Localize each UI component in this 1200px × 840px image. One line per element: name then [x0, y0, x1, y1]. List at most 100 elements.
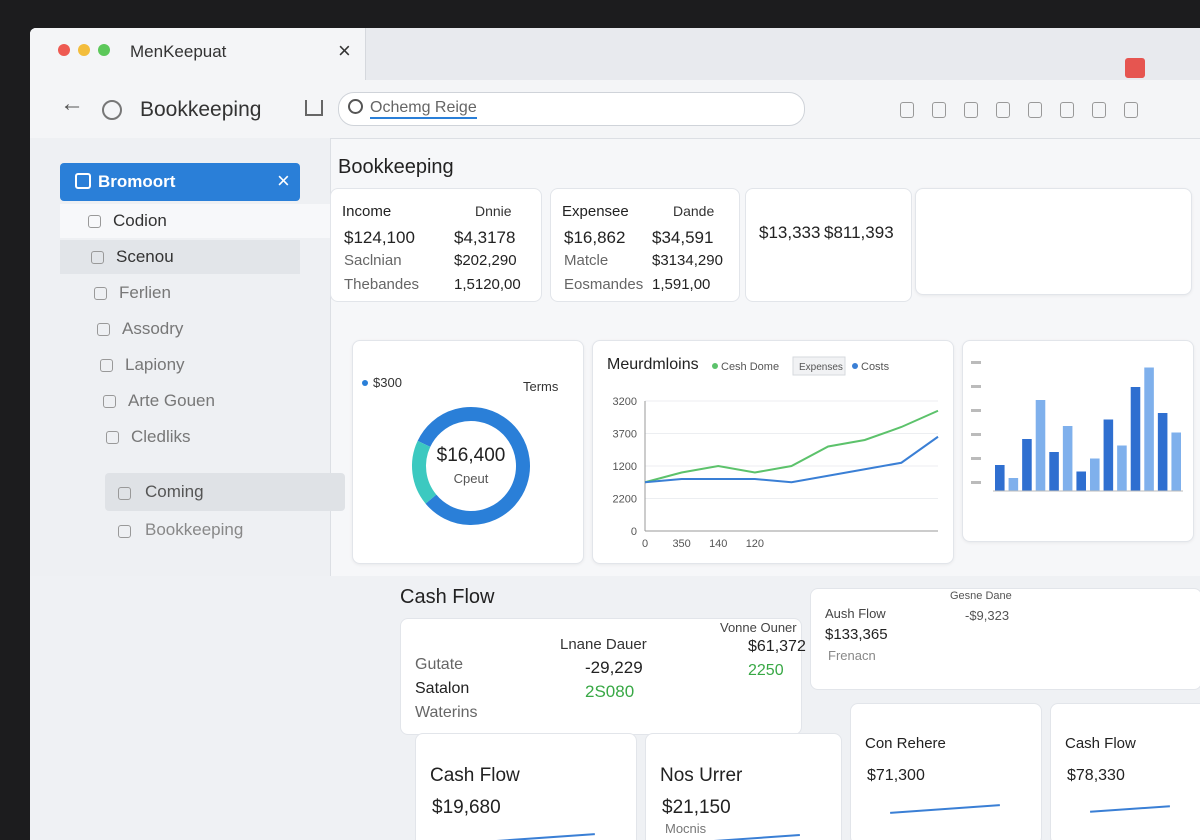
toolbar-icon[interactable] — [1028, 102, 1042, 118]
toolbar-icon[interactable] — [900, 102, 914, 118]
y-tick-label: 3200 — [613, 396, 637, 408]
sidebar-icon — [88, 215, 101, 228]
sidebar-item: Arte Gouen — [128, 391, 215, 410]
back-button[interactable]: ← — [60, 90, 84, 117]
main-title: Bookkeeping — [338, 156, 454, 178]
maximize-dot[interactable] — [98, 44, 110, 56]
card-cell: Eosmandes — [564, 276, 644, 293]
sidebar-item: Codion — [113, 211, 167, 230]
tab-close[interactable]: × — [338, 38, 351, 63]
small-card-value: $71,300 — [867, 767, 925, 784]
summary-card — [550, 188, 740, 302]
small-card — [415, 733, 637, 840]
bar — [1130, 387, 1141, 491]
card-cell: 1,591,00 — [652, 276, 711, 293]
side-card-right-title: Gesne Dane — [950, 590, 1012, 602]
browser-window: MenKeepuat × ← Bookkeeping Ochemg Reige … — [30, 28, 1200, 840]
bar-chart — [971, 361, 1183, 492]
reload-button[interactable] — [102, 100, 122, 120]
sidebar-item-bg[interactable] — [60, 240, 300, 274]
bar — [1035, 400, 1046, 491]
axis-placeholder — [971, 457, 981, 460]
share-button[interactable] — [305, 100, 323, 116]
search-box[interactable] — [338, 92, 805, 126]
card-cell: Matcle — [564, 252, 609, 269]
minimize-dot[interactable] — [78, 44, 90, 56]
close-dot[interactable] — [58, 44, 70, 56]
card-right-title: Dnnie — [475, 203, 512, 219]
cash-row-label: Waterins — [415, 704, 478, 721]
bar — [1171, 432, 1181, 491]
filter-label: Expenses — [799, 362, 843, 373]
sidebar-icon — [118, 487, 131, 500]
toolbar-icon[interactable] — [1060, 102, 1074, 118]
bar-chart-card — [962, 340, 1194, 542]
summary-card-blurred — [915, 188, 1192, 295]
group-highlight — [105, 473, 345, 511]
x-tick-label: 120 — [746, 538, 764, 550]
y-tick-label: 2200 — [613, 494, 637, 506]
cash-col-title: Lnane Dauer — [560, 636, 647, 653]
active-item-close[interactable]: × — [277, 168, 290, 193]
axis-placeholder — [971, 433, 981, 436]
card-cell: $124,100 — [344, 228, 415, 247]
card-title: Income — [342, 203, 392, 220]
search-placeholder: Ochemg Reige — [370, 99, 477, 119]
tab-title: MenKeepuat — [130, 42, 227, 61]
sidebar-group-item[interactable]: Coming — [145, 482, 204, 501]
toolbar-icon[interactable] — [964, 102, 978, 118]
bar — [1008, 478, 1019, 491]
card-cell: $34,591 — [652, 228, 714, 247]
window-close[interactable] — [1125, 58, 1145, 78]
sidebar-icon — [118, 525, 131, 538]
axis-placeholder — [971, 409, 981, 412]
sidebar-item: Ferlien — [119, 283, 171, 302]
sidebar-icon — [97, 323, 110, 336]
donut-total: $16,400 — [437, 445, 506, 466]
toolbar-icon[interactable] — [996, 102, 1010, 118]
toolbar-icon[interactable] — [1124, 102, 1138, 118]
toolbar-icon[interactable] — [1092, 102, 1106, 118]
card-cell: $811,393 — [824, 223, 894, 242]
bar — [1049, 452, 1059, 491]
filter-button[interactable] — [792, 356, 846, 376]
small-card-title: Cash Flow — [430, 765, 520, 786]
cash-col-title: Vonne Ouner — [720, 620, 797, 635]
small-card-title: Cash Flow — [1065, 735, 1136, 752]
line-chart-title: Meurdmloins — [607, 356, 699, 373]
sidebar-item: Scenou — [116, 247, 174, 266]
active-item[interactable] — [60, 163, 300, 201]
sidebar-item: Lapiony — [125, 355, 185, 374]
card-title: Expensee — [562, 203, 629, 220]
side-card-title: Aush Flow — [825, 606, 886, 621]
bar — [1144, 367, 1154, 491]
sidebar-item: Assodry — [122, 319, 184, 338]
bar — [1117, 445, 1127, 491]
small-card-value: $21,150 — [662, 797, 731, 818]
side-card-caption: Frenacn — [828, 648, 876, 663]
summary-card — [330, 188, 542, 302]
x-tick-label: 140 — [709, 538, 727, 550]
small-card-title: Con Rehere — [865, 735, 946, 752]
donut-label: Terms — [523, 379, 559, 394]
legend-dot — [362, 380, 368, 386]
small-card-caption: Mocnis — [665, 821, 707, 836]
home-icon — [75, 173, 91, 189]
card-cell: Thebandes — [344, 276, 420, 293]
bar — [1076, 471, 1086, 491]
side-card-right-value: -$9,323 — [965, 608, 1010, 623]
axis-placeholder — [971, 385, 981, 388]
cash-value: -29,229 — [585, 658, 643, 677]
line-series — [644, 409, 939, 484]
y-tick-label: 0 — [631, 526, 637, 538]
cash-value: 2250 — [748, 662, 784, 679]
donut-legend: $300 — [373, 375, 402, 390]
cash-row-label: Satalon — [415, 680, 470, 697]
sidebar-group-item[interactable]: Bookkeeping — [145, 520, 244, 539]
sidebar-item-bg[interactable] — [60, 204, 350, 238]
donut-chart: $300 Terms $16,400 Cpeut — [362, 375, 559, 525]
axis-placeholder — [971, 481, 981, 484]
bar — [1103, 419, 1114, 491]
sidebar-icon — [103, 395, 116, 408]
toolbar-icon[interactable] — [932, 102, 946, 118]
